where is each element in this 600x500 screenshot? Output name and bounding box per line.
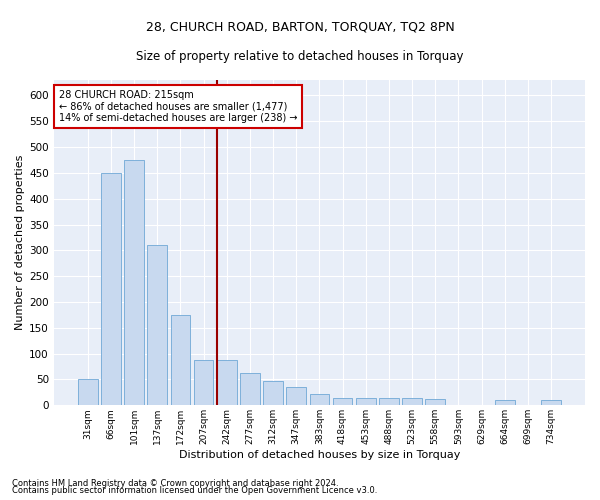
Bar	[240, 374, 260, 406]
Bar	[78, 380, 98, 406]
Bar	[402, 398, 422, 406]
Bar	[148, 245, 167, 406]
Text: Contains public sector information licensed under the Open Government Licence v3: Contains public sector information licen…	[12, 486, 377, 495]
Bar	[170, 315, 190, 406]
Text: Contains HM Land Registry data © Crown copyright and database right 2024.: Contains HM Land Registry data © Crown c…	[12, 478, 338, 488]
Bar	[124, 160, 144, 406]
Bar	[495, 400, 515, 406]
Text: 28 CHURCH ROAD: 215sqm
← 86% of detached houses are smaller (1,477)
14% of semi-: 28 CHURCH ROAD: 215sqm ← 86% of detached…	[59, 90, 298, 123]
Bar	[101, 173, 121, 406]
Bar	[333, 398, 352, 406]
Bar	[263, 380, 283, 406]
Text: Size of property relative to detached houses in Torquay: Size of property relative to detached ho…	[136, 50, 464, 63]
Bar	[356, 398, 376, 406]
Bar	[217, 360, 236, 406]
Bar	[379, 398, 399, 406]
X-axis label: Distribution of detached houses by size in Torquay: Distribution of detached houses by size …	[179, 450, 460, 460]
Bar	[310, 394, 329, 406]
Bar	[286, 387, 306, 406]
Bar	[425, 398, 445, 406]
Text: 28, CHURCH ROAD, BARTON, TORQUAY, TQ2 8PN: 28, CHURCH ROAD, BARTON, TORQUAY, TQ2 8P…	[146, 20, 454, 33]
Bar	[541, 400, 561, 406]
Y-axis label: Number of detached properties: Number of detached properties	[15, 155, 25, 330]
Bar	[194, 360, 214, 406]
